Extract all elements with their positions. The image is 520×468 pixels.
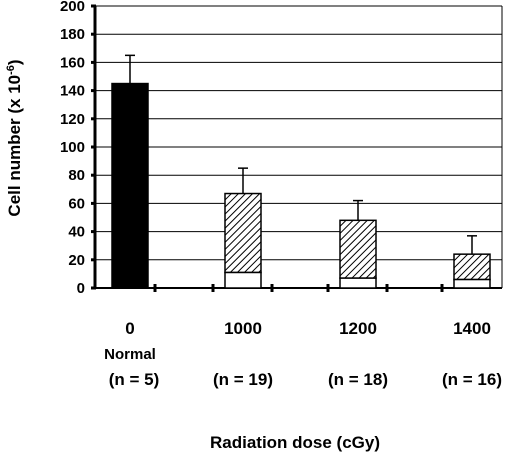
bar-open-segment [453, 278, 491, 289]
y-tick-label: 200 [60, 0, 85, 15]
x-category-n-label: (n = 19) [213, 370, 273, 389]
y-axis-title: Cell number (x 10-6) [5, 59, 24, 216]
x-category-label: 1200 [339, 319, 377, 338]
y-tick-label: 100 [60, 139, 85, 156]
y-tick-label: 120 [60, 111, 85, 128]
x-category-label: 1000 [224, 319, 262, 338]
y-tick-label: 20 [68, 252, 85, 269]
y-tick-label: 160 [60, 54, 85, 71]
y-tick-label: 180 [60, 26, 85, 43]
bar-hatched-segment [453, 253, 491, 281]
gridlines [95, 5, 502, 261]
x-category-n-label: (n = 16) [442, 370, 502, 389]
x-category-label: 1400 [453, 319, 491, 338]
y-tick-label: 140 [60, 83, 85, 100]
x-category-sublabel: Normal [104, 346, 156, 363]
x-category-n-label: (n = 18) [328, 370, 388, 389]
y-tick-label: 40 [68, 224, 85, 241]
y-axis-title-text: Cell number (x 10 [5, 75, 24, 217]
bar-hatched-segment [339, 219, 377, 279]
bar-hatched-segment [224, 192, 262, 274]
bar-open-segment [224, 271, 262, 289]
x-category-n-label: (n = 5) [109, 370, 160, 389]
y-tick-label: 80 [68, 167, 85, 184]
x-axis-title: Radiation dose (cGy) [210, 433, 380, 452]
y-tick-label: 0 [77, 280, 85, 297]
y-axis-title-exponent: -6 [5, 65, 17, 75]
labels: 0 20 40 60 80 100 120 140 160 180 200 0 Normal (n = 5… [60, 0, 502, 389]
y-axis-title-close: ) [5, 59, 24, 65]
axes [91, 4, 503, 292]
bar-open-segment [339, 277, 377, 289]
x-category-label: 0 [125, 319, 134, 338]
bar-normal [111, 82, 149, 289]
y-tick-label: 60 [68, 195, 85, 212]
bars [111, 54, 491, 289]
